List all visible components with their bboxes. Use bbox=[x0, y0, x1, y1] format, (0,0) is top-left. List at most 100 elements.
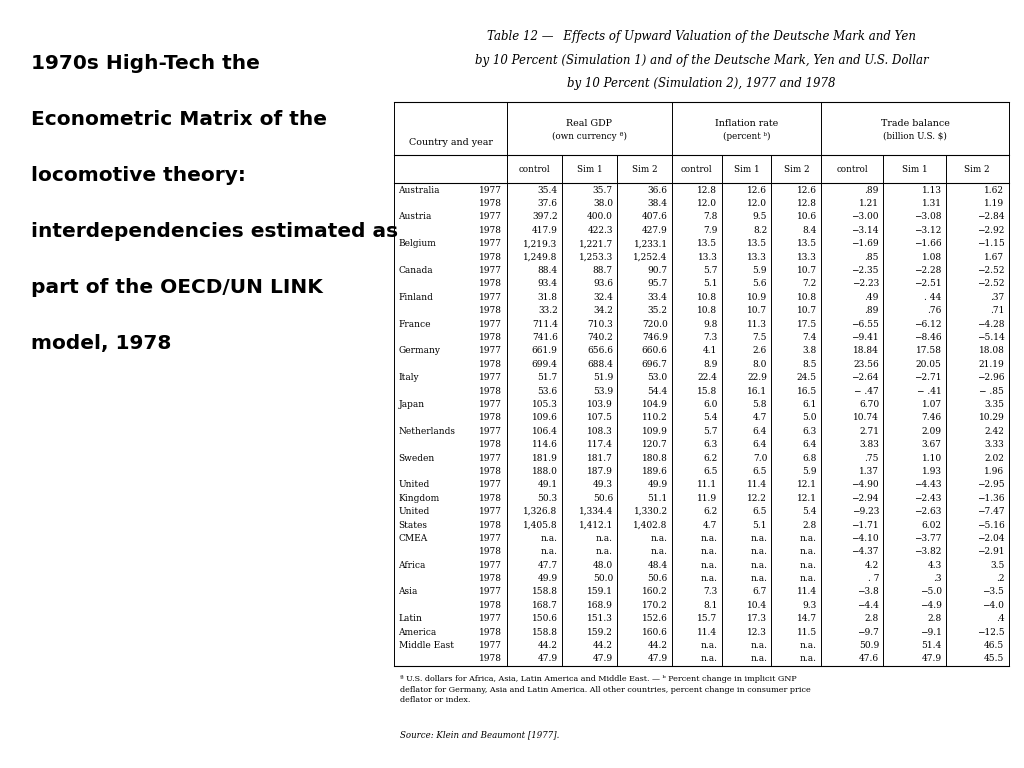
Text: 1.93: 1.93 bbox=[922, 467, 942, 476]
Text: −3.12: −3.12 bbox=[914, 226, 942, 235]
Text: control: control bbox=[681, 165, 713, 174]
Text: 1,334.4: 1,334.4 bbox=[579, 507, 613, 516]
Text: Sim 2: Sim 2 bbox=[632, 165, 657, 174]
Text: 34.2: 34.2 bbox=[593, 306, 613, 315]
Text: 22.9: 22.9 bbox=[748, 373, 767, 382]
Text: 400.0: 400.0 bbox=[587, 213, 613, 221]
Text: 160.2: 160.2 bbox=[642, 588, 668, 597]
Text: 11.5: 11.5 bbox=[797, 627, 817, 637]
Text: ª U.S. dollars for Africa, Asia, Latin America and Middle East. — ᵇ Percent chan: ª U.S. dollars for Africa, Asia, Latin A… bbox=[400, 675, 811, 704]
Text: 407.6: 407.6 bbox=[642, 213, 668, 221]
Text: 50.6: 50.6 bbox=[593, 494, 613, 503]
Text: −3.5: −3.5 bbox=[982, 588, 1005, 597]
Text: 6.2: 6.2 bbox=[703, 454, 718, 462]
Text: 38.4: 38.4 bbox=[647, 199, 668, 208]
Text: Sim 1: Sim 1 bbox=[734, 165, 760, 174]
Text: n.a.: n.a. bbox=[800, 561, 817, 570]
Text: 1,249.8: 1,249.8 bbox=[523, 253, 558, 262]
Text: 6.3: 6.3 bbox=[803, 427, 817, 435]
Text: .4: .4 bbox=[995, 614, 1005, 624]
Text: 17.5: 17.5 bbox=[797, 319, 817, 329]
Text: Trade balance: Trade balance bbox=[881, 118, 949, 127]
Text: 6.3: 6.3 bbox=[703, 440, 718, 449]
Text: 49.9: 49.9 bbox=[647, 480, 668, 489]
Text: n.a.: n.a. bbox=[700, 641, 718, 650]
Text: 12.1: 12.1 bbox=[797, 480, 817, 489]
Text: n.a.: n.a. bbox=[596, 534, 613, 543]
Text: n.a.: n.a. bbox=[650, 534, 668, 543]
Text: 8.2: 8.2 bbox=[753, 226, 767, 235]
Text: Germany: Germany bbox=[398, 346, 440, 356]
Text: 4.3: 4.3 bbox=[928, 561, 942, 570]
Text: .3: .3 bbox=[933, 574, 942, 583]
Text: 1.21: 1.21 bbox=[859, 199, 879, 208]
Text: 51.4: 51.4 bbox=[922, 641, 942, 650]
Text: 2.09: 2.09 bbox=[922, 427, 942, 435]
Text: 7.5: 7.5 bbox=[753, 333, 767, 342]
Text: 48.4: 48.4 bbox=[647, 561, 668, 570]
Text: United: United bbox=[398, 480, 430, 489]
Text: n.a.: n.a. bbox=[751, 548, 767, 556]
Text: 18.84: 18.84 bbox=[853, 346, 879, 356]
Text: 1,221.7: 1,221.7 bbox=[579, 240, 613, 248]
Text: 10.8: 10.8 bbox=[697, 293, 718, 302]
Text: −2.35: −2.35 bbox=[852, 266, 879, 275]
Text: 1.67: 1.67 bbox=[984, 253, 1005, 262]
Text: −9.1: −9.1 bbox=[920, 627, 942, 637]
Text: 397.2: 397.2 bbox=[532, 213, 558, 221]
Text: 1.96: 1.96 bbox=[984, 467, 1005, 476]
Text: 33.2: 33.2 bbox=[538, 306, 558, 315]
Text: 12.8: 12.8 bbox=[697, 186, 718, 194]
Text: 1977: 1977 bbox=[479, 373, 503, 382]
Text: 1978: 1978 bbox=[479, 413, 503, 422]
Text: n.a.: n.a. bbox=[751, 654, 767, 664]
Text: 45.5: 45.5 bbox=[984, 654, 1005, 664]
Text: 1,412.1: 1,412.1 bbox=[579, 521, 613, 529]
Text: n.a.: n.a. bbox=[751, 534, 767, 543]
Text: 90.7: 90.7 bbox=[647, 266, 668, 275]
Text: −2.63: −2.63 bbox=[914, 507, 942, 516]
Text: Country and year: Country and year bbox=[409, 138, 493, 147]
Text: 2.02: 2.02 bbox=[984, 454, 1005, 462]
Text: 50.6: 50.6 bbox=[647, 574, 668, 583]
Text: 8.0: 8.0 bbox=[753, 359, 767, 369]
Text: 105.3: 105.3 bbox=[531, 400, 558, 409]
Text: 1978: 1978 bbox=[479, 494, 503, 503]
Text: 46.5: 46.5 bbox=[984, 641, 1005, 650]
Text: n.a.: n.a. bbox=[800, 534, 817, 543]
Text: 93.4: 93.4 bbox=[538, 280, 558, 289]
Text: −2.91: −2.91 bbox=[977, 548, 1005, 556]
Text: 710.3: 710.3 bbox=[587, 319, 613, 329]
Text: 11.9: 11.9 bbox=[697, 494, 718, 503]
Text: 1,330.2: 1,330.2 bbox=[634, 507, 668, 516]
Text: Canada: Canada bbox=[398, 266, 433, 275]
Text: 104.9: 104.9 bbox=[642, 400, 668, 409]
Text: 47.9: 47.9 bbox=[647, 654, 668, 664]
Text: 2.8: 2.8 bbox=[928, 614, 942, 624]
Text: 12.0: 12.0 bbox=[697, 199, 718, 208]
Text: 54.4: 54.4 bbox=[647, 386, 668, 396]
Text: 51.7: 51.7 bbox=[538, 373, 558, 382]
Text: Austria: Austria bbox=[398, 213, 432, 221]
Text: 8.5: 8.5 bbox=[803, 359, 817, 369]
Text: .76: .76 bbox=[928, 306, 942, 315]
Text: n.a.: n.a. bbox=[800, 574, 817, 583]
Text: 16.1: 16.1 bbox=[748, 386, 767, 396]
Text: 6.0: 6.0 bbox=[703, 400, 718, 409]
Text: 44.2: 44.2 bbox=[593, 641, 613, 650]
Text: 11.1: 11.1 bbox=[697, 480, 718, 489]
Text: .75: .75 bbox=[864, 454, 879, 462]
Text: 7.8: 7.8 bbox=[703, 213, 718, 221]
Text: −5.14: −5.14 bbox=[977, 333, 1005, 342]
Text: 422.3: 422.3 bbox=[588, 226, 613, 235]
Text: −8.46: −8.46 bbox=[914, 333, 942, 342]
Text: 31.8: 31.8 bbox=[538, 293, 558, 302]
Text: 6.1: 6.1 bbox=[803, 400, 817, 409]
Text: −3.77: −3.77 bbox=[914, 534, 942, 543]
Text: −1.66: −1.66 bbox=[914, 240, 942, 248]
Text: 35.2: 35.2 bbox=[647, 306, 668, 315]
Text: 10.9: 10.9 bbox=[748, 293, 767, 302]
Text: 1977: 1977 bbox=[479, 561, 503, 570]
Text: 47.7: 47.7 bbox=[538, 561, 558, 570]
Text: locomotive theory:: locomotive theory: bbox=[31, 166, 246, 185]
